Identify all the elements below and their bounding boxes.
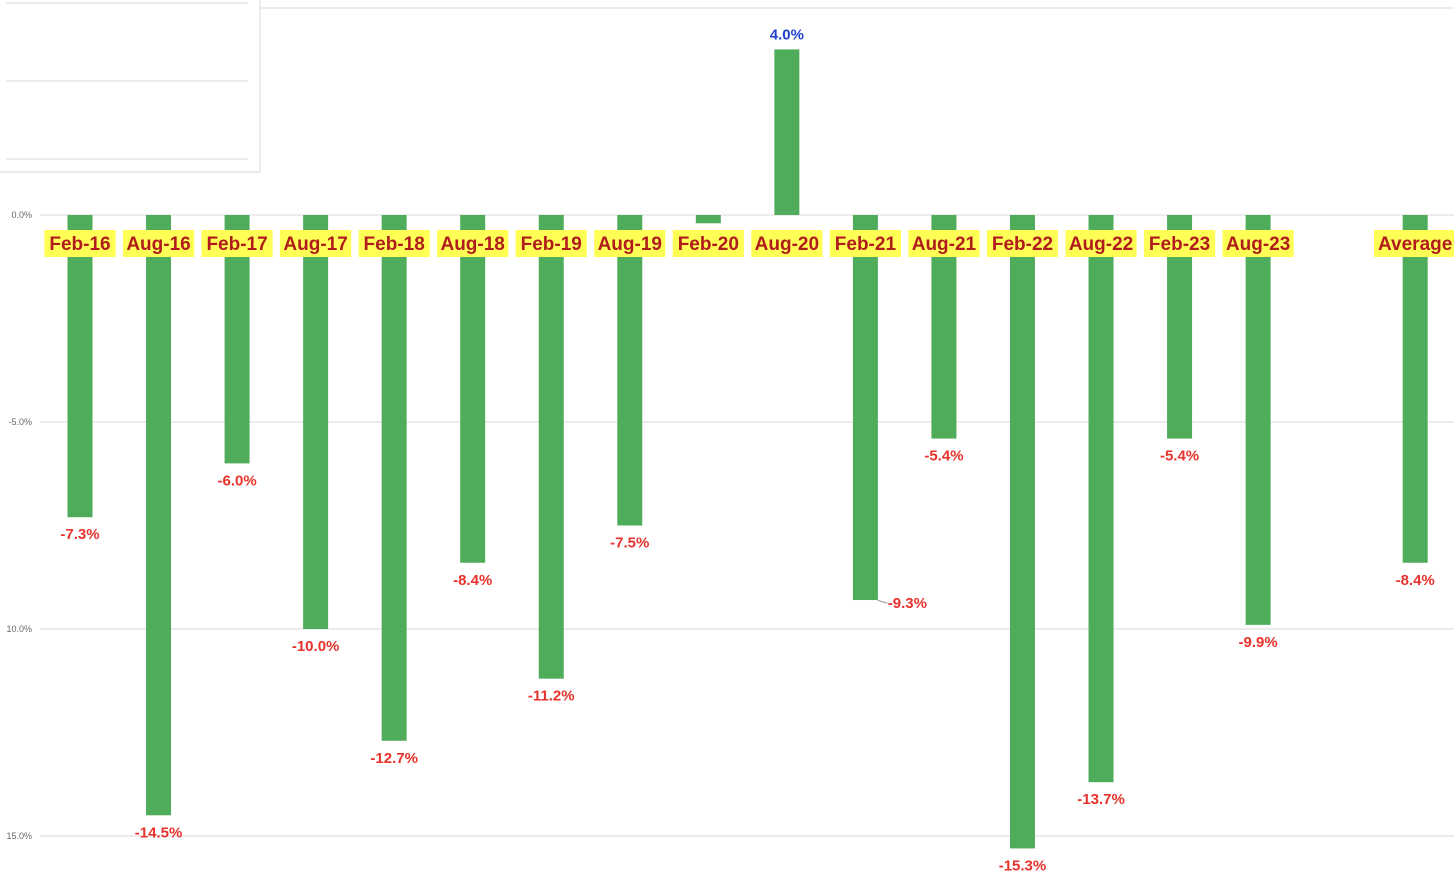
category-label: Feb-22 — [992, 234, 1053, 255]
bar — [774, 49, 800, 216]
data-label: -14.5% — [135, 824, 183, 841]
data-label: -9.9% — [1239, 634, 1278, 651]
category-label-bg — [986, 230, 1059, 257]
category-label-bg — [437, 230, 509, 257]
data-label: -13.7% — [1077, 791, 1125, 808]
bar — [1402, 215, 1428, 563]
category-label-bg — [201, 230, 273, 257]
bar — [381, 215, 407, 741]
data-label: -5.4% — [1160, 448, 1199, 465]
y-tick-label: 10.0% — [6, 624, 32, 634]
bar — [1245, 215, 1271, 625]
category-label-bg — [908, 230, 980, 257]
data-label: -15.3% — [999, 857, 1047, 874]
category-label: Aug-22 — [1069, 234, 1133, 255]
overlay-panel — [0, 0, 261, 173]
category-label: Aug-20 — [755, 234, 819, 255]
category-label-bg — [1143, 230, 1216, 257]
bar — [852, 215, 878, 601]
bar — [538, 215, 564, 679]
category-label: Feb-16 — [49, 234, 110, 255]
category-label-bg — [672, 230, 744, 257]
category-label: Aug-21 — [912, 234, 977, 255]
data-label: -8.4% — [1396, 572, 1435, 589]
bar — [67, 215, 93, 518]
data-label: 4.0% — [770, 26, 804, 43]
data-label: -12.7% — [370, 750, 418, 767]
data-label: -5.4% — [924, 448, 963, 465]
category-label-bg — [1373, 230, 1454, 257]
category-label: Aug-19 — [598, 234, 662, 255]
bar — [695, 215, 721, 224]
data-label: -8.4% — [453, 572, 492, 589]
category-label-bg — [122, 230, 195, 257]
bar — [303, 215, 329, 629]
bar — [1088, 215, 1114, 783]
data-label: -11.2% — [528, 688, 575, 705]
category-label-bg — [1222, 230, 1294, 257]
category-label-bg — [1065, 230, 1137, 257]
y-tick-label: 15.0% — [6, 831, 32, 841]
bar — [146, 215, 172, 816]
category-label-bg — [829, 230, 901, 257]
bar — [460, 215, 486, 563]
data-label: -7.3% — [60, 526, 99, 543]
category-label: Feb-17 — [206, 234, 267, 255]
category-label-bg — [358, 230, 430, 257]
category-label: Aug-23 — [1226, 234, 1290, 255]
category-label-bg — [515, 230, 587, 257]
data-label: -7.5% — [610, 535, 649, 552]
category-label-bg — [44, 230, 116, 257]
category-label: Aug-17 — [283, 234, 347, 255]
y-tick-label: 0.0% — [11, 210, 32, 220]
category-label: Feb-23 — [1149, 234, 1210, 255]
bar — [617, 215, 643, 526]
category-label-bg — [594, 230, 666, 257]
category-label: Feb-18 — [364, 234, 425, 255]
data-label: -9.3% — [888, 595, 927, 612]
category-label: Aug-16 — [126, 234, 190, 255]
leader-line — [877, 599, 888, 604]
category-label: Feb-21 — [835, 234, 897, 255]
category-label: Feb-19 — [521, 234, 582, 255]
category-label: Average — [1378, 234, 1452, 255]
category-label-bg — [280, 230, 352, 257]
data-label: -6.0% — [217, 472, 256, 489]
y-tick-label: -5.0% — [8, 417, 32, 427]
category-label: Feb-20 — [678, 234, 739, 255]
category-label-bg — [751, 230, 823, 257]
bar — [1009, 215, 1035, 849]
data-label: -10.0% — [292, 638, 340, 655]
category-label: Aug-18 — [440, 234, 504, 255]
